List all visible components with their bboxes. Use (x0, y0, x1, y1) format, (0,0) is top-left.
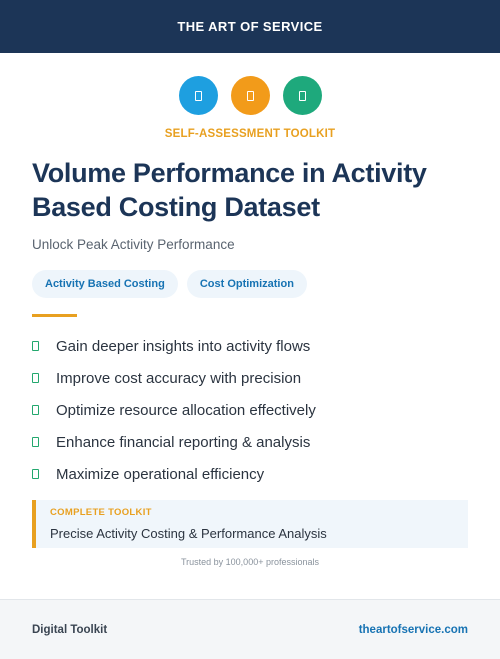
tag-list: Activity Based Costing Cost Optimization (32, 270, 307, 298)
checklist-icon (282, 76, 322, 115)
benefit-text: Gain deeper insights into activity flows (56, 337, 311, 355)
check-icon (32, 437, 39, 447)
benefit-item: Optimize resource allocation effectively (32, 394, 316, 426)
benefit-text: Optimize resource allocation effectively (56, 401, 316, 419)
benefit-text: Improve cost accuracy with precision (56, 369, 302, 387)
toolkit-kicker: SELF-ASSESSMENT TOOLKIT (164, 128, 336, 140)
benefit-text: Maximize operational efficiency (56, 465, 265, 483)
benefit-item: Improve cost accuracy with precision (32, 362, 316, 394)
footer: Digital Toolkit theartofservice.com (0, 599, 500, 659)
callout-kicker: COMPLETE TOOLKIT (50, 507, 152, 518)
page-subtitle: Unlock Peak Activity Performance (32, 237, 235, 252)
brand-name: THE ART OF SERVICE (177, 19, 323, 34)
benefit-list: Gain deeper insights into activity flows… (32, 330, 316, 490)
benefit-item: Enhance financial reporting & analysis (32, 426, 316, 458)
check-icon (32, 405, 39, 415)
tag-activity-based-costing[interactable]: Activity Based Costing (32, 270, 178, 298)
check-icon (32, 469, 39, 479)
clipboard-icon (178, 76, 218, 115)
website-link[interactable]: theartofservice.com (358, 623, 468, 636)
header-bar: THE ART OF SERVICE (0, 0, 500, 53)
accent-divider (32, 314, 77, 317)
check-icon (32, 373, 39, 383)
check-icon (32, 341, 39, 351)
benefit-text: Enhance financial reporting & analysis (56, 433, 311, 451)
page-title: Volume Performance in Activity Based Cos… (32, 158, 427, 222)
trust-note: Trusted by 100,000+ professionals (180, 557, 319, 567)
footer-label: Digital Toolkit (32, 623, 108, 636)
benefit-item: Maximize operational efficiency (32, 458, 316, 490)
callout-text: Precise Activity Costing & Performance A… (50, 526, 327, 541)
benefit-item: Gain deeper insights into activity flows (32, 330, 316, 362)
document-icon (230, 76, 270, 115)
complete-toolkit-callout: COMPLETE TOOLKIT Precise Activity Costin… (32, 500, 468, 548)
tag-cost-optimization[interactable]: Cost Optimization (186, 270, 307, 298)
icon-row (0, 76, 500, 115)
